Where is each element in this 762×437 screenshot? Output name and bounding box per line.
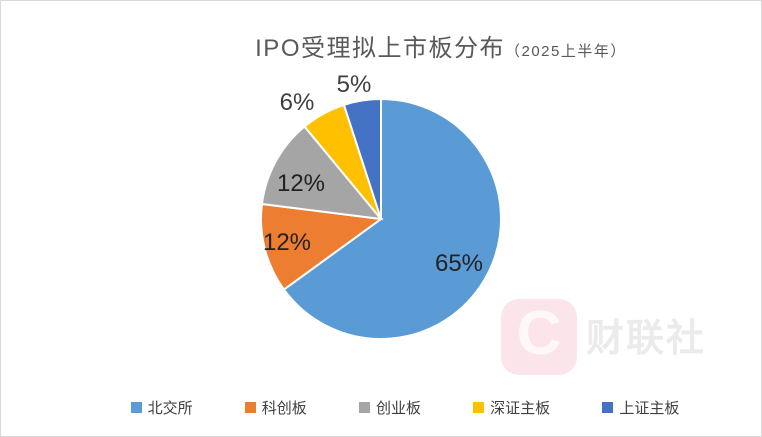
svg-text:6%: 6%	[280, 89, 315, 116]
svg-text:12%: 12%	[277, 170, 325, 197]
svg-text:12%: 12%	[263, 229, 311, 256]
svg-text:65%: 65%	[435, 250, 483, 277]
svg-text:5%: 5%	[337, 71, 372, 98]
